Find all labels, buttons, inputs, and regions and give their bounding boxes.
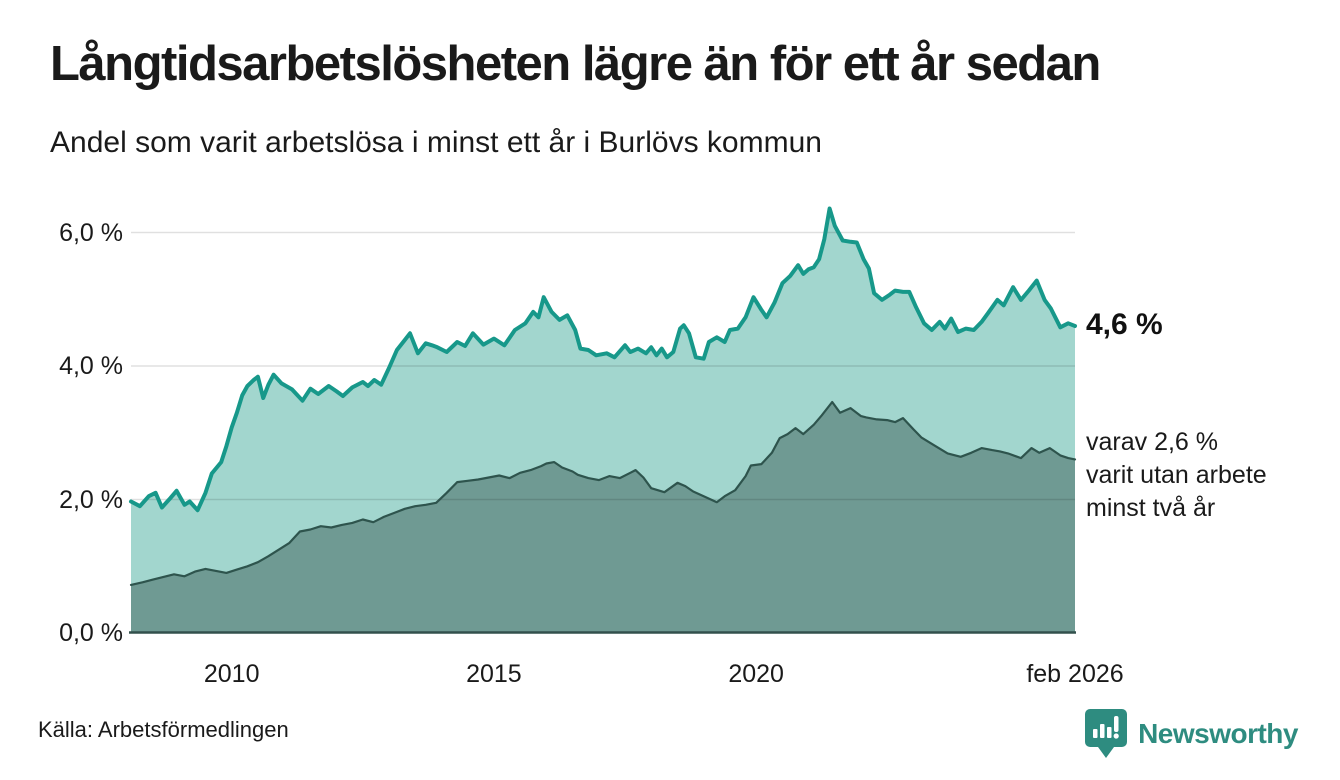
x-tick-label: 2020: [728, 660, 784, 688]
latest-total-value-label: 4,6 %: [1086, 308, 1163, 341]
x-tick-label: 2015: [466, 660, 522, 688]
newsworthy-logo-icon: [1085, 709, 1128, 758]
page-subtitle: Andel som varit arbetslösa i minst ett å…: [50, 126, 822, 159]
line-series-2: [129, 400, 1077, 586]
two-year-annotation-line2: varit utan arbete: [1086, 461, 1267, 489]
y-tick-label: 4,0 %: [59, 352, 123, 380]
newsworthy-brand: Newsworthy: [1084, 708, 1298, 760]
x-tick-label: feb 2026: [1026, 660, 1124, 688]
x-tick-label: 2010: [203, 660, 260, 688]
source-credit: Källa: Arbetsförmedlingen: [38, 717, 289, 742]
y-tick-label: 0,0 %: [59, 619, 123, 647]
newsworthy-wordmark: Newsworthy: [1138, 718, 1298, 749]
page-title: Långtidsarbetslösheten lägre än för ett …: [50, 37, 1101, 91]
two-year-annotation: varav 2,6 % varit utan arbete minst två …: [1086, 426, 1267, 525]
area-fill-series-2: [131, 402, 1075, 633]
two-year-annotation-line1: varav 2,6 %: [1086, 428, 1219, 456]
line-series-1: [129, 206, 1077, 513]
y-tick-label: 2,0 %: [59, 485, 123, 514]
y-tick-label: 6,0 %: [59, 218, 123, 247]
two-year-annotation-line3: minst två år: [1086, 494, 1216, 522]
